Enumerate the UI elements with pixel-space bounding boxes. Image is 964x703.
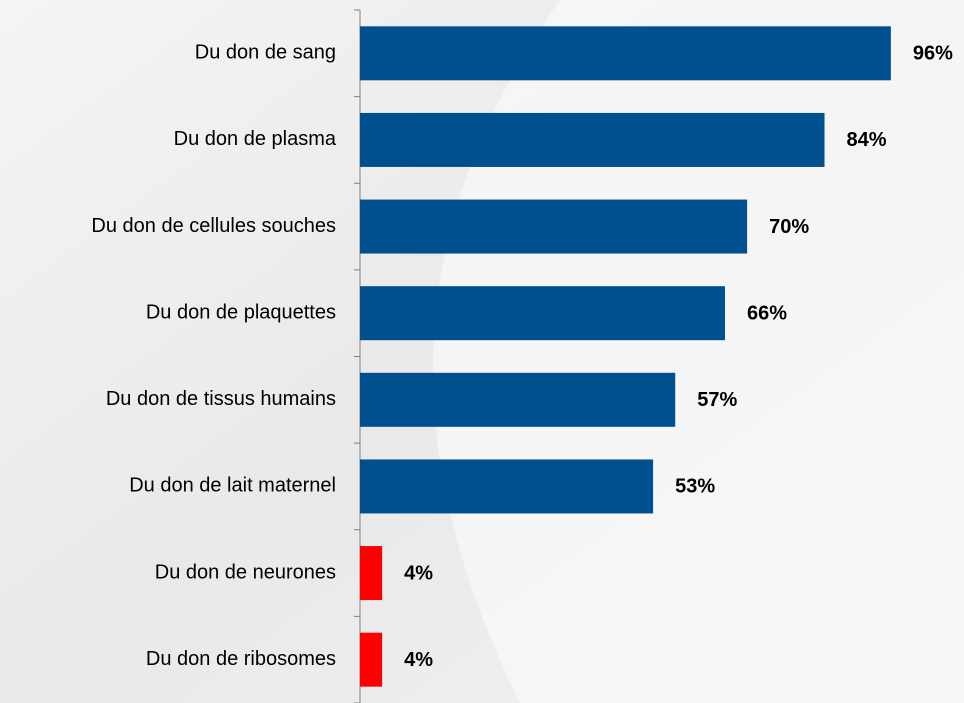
value-label: 53% — [675, 476, 715, 498]
bar — [360, 199, 748, 254]
plot-area: Du don de sang 96% Du don de plasma 84% Du d… — [91, 9, 953, 703]
y-tick-label: Du don de lait maternel — [129, 475, 336, 497]
bar — [360, 546, 383, 601]
bar — [360, 26, 891, 81]
bar — [360, 286, 725, 341]
y-tick-label: Du don de ribosomes — [146, 648, 336, 670]
value-label: 96% — [913, 43, 953, 65]
value-label: 70% — [769, 216, 809, 238]
y-tick-label: Du don de plaquettes — [146, 301, 336, 323]
y-tick-label: Du don de tissus humains — [106, 388, 336, 410]
y-tick-label: Du don de cellules souches — [91, 215, 336, 237]
bar — [360, 112, 825, 167]
value-label: 4% — [404, 649, 433, 671]
bar — [360, 632, 383, 687]
value-label: 66% — [747, 302, 787, 324]
bar — [360, 459, 654, 514]
y-tick-label: Du don de sang — [195, 42, 336, 64]
value-label: 84% — [847, 129, 887, 151]
background-shape — [432, 0, 964, 703]
value-label: 57% — [697, 389, 737, 411]
y-tick-label: Du don de neurones — [155, 561, 336, 583]
bar — [360, 372, 676, 427]
value-label: 4% — [404, 562, 433, 584]
y-tick-label: Du don de plasma — [174, 128, 337, 150]
